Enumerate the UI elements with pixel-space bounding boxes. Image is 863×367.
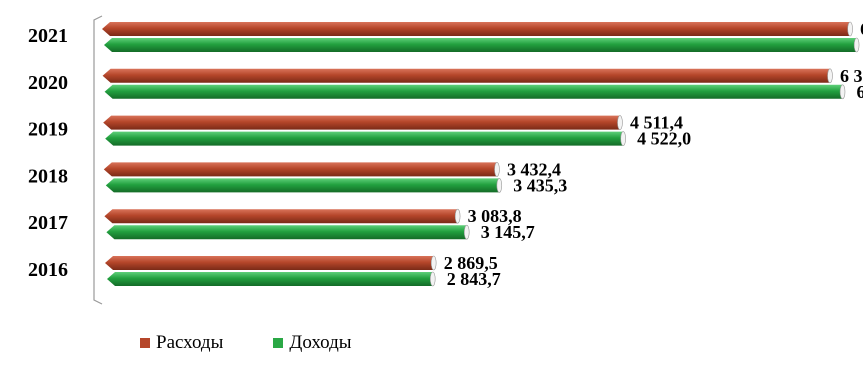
data-label-income: 3 145,7	[481, 222, 535, 242]
bar-end-cap	[454, 208, 461, 224]
bar-expenses	[103, 115, 623, 130]
bar-expenses	[105, 256, 437, 270]
data-label-expenses: 3 432,4	[507, 159, 561, 179]
bar-income	[105, 178, 502, 193]
bar-income	[107, 272, 436, 286]
data-label-expenses: 6 350,3	[840, 66, 863, 86]
category-label: 2017	[28, 212, 68, 234]
bar-end-cap	[839, 84, 846, 100]
y-axis-bracket	[93, 15, 103, 305]
bar-end-cap	[494, 162, 500, 177]
bar-end-cap	[496, 178, 503, 193]
category-label: 2018	[28, 165, 68, 187]
bar-income	[106, 225, 470, 240]
bar-end-cap	[847, 21, 853, 37]
data-label-expenses: 6 531,2	[860, 19, 863, 39]
data-label-expenses: 2 869,5	[444, 253, 498, 273]
category-label: 2020	[28, 72, 68, 94]
bar-income	[105, 131, 626, 146]
bar-end-cap	[429, 271, 436, 287]
legend: Расходы Доходы	[140, 332, 352, 354]
bar-expenses	[103, 162, 500, 177]
bar-end-cap	[617, 115, 623, 130]
legend-swatch-expenses	[140, 338, 150, 348]
category-label: 2019	[28, 119, 68, 141]
bar-expenses	[102, 22, 853, 36]
bar-end-cap	[827, 68, 833, 84]
legend-item-expenses: Расходы	[140, 332, 223, 354]
data-label-income: 6 442,4	[857, 82, 863, 102]
bar-expenses	[104, 209, 461, 224]
bar-end-cap	[620, 131, 626, 146]
bar-expenses	[102, 68, 833, 83]
bar-income	[104, 38, 860, 52]
data-label-income: 4 522,0	[637, 129, 691, 149]
data-label-income: 3 435,3	[513, 175, 567, 195]
legend-item-income: Доходы	[273, 332, 352, 354]
bar-end-cap	[430, 255, 437, 271]
legend-label-income: Доходы	[289, 332, 352, 353]
bar-income	[104, 84, 845, 99]
legend-swatch-income	[273, 338, 284, 348]
category-label: 2016	[28, 259, 68, 281]
data-label-expenses: 3 083,8	[468, 206, 522, 226]
category-label: 2021	[28, 25, 68, 47]
bar-end-cap	[853, 37, 860, 53]
bar-end-cap	[463, 224, 470, 240]
legend-label-expenses: Расходы	[156, 332, 224, 353]
data-label-income: 2 843,7	[447, 269, 501, 289]
data-label-expenses: 4 511,4	[630, 113, 683, 133]
